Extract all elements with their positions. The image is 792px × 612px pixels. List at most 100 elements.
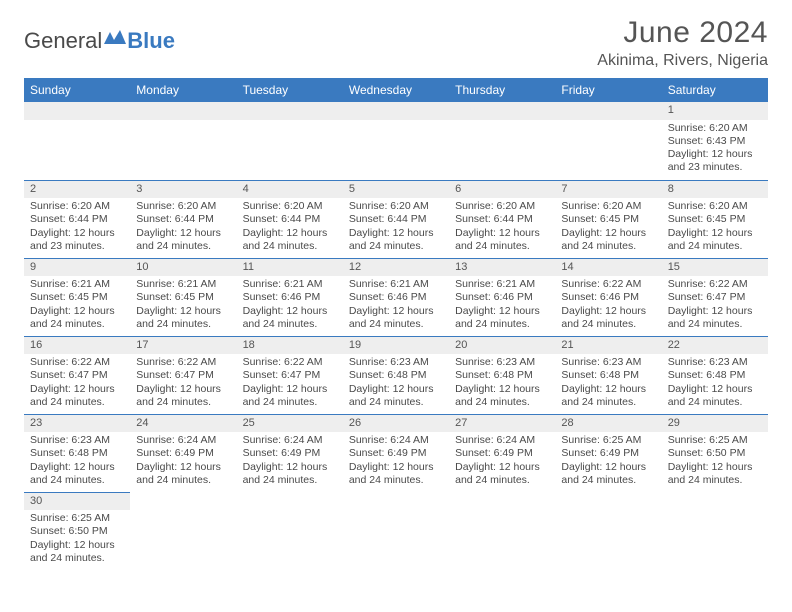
day-number: 18 bbox=[237, 337, 343, 355]
daylight-text-2: and 24 minutes. bbox=[30, 474, 124, 487]
day-number: 1 bbox=[662, 102, 768, 120]
sunrise-text: Sunrise: 6:20 AM bbox=[136, 200, 230, 213]
daylight-text-2: and 24 minutes. bbox=[561, 240, 655, 253]
day-number: 14 bbox=[555, 259, 661, 277]
day-number-strip bbox=[555, 102, 661, 120]
sunrise-text: Sunrise: 6:22 AM bbox=[243, 356, 337, 369]
daylight-text-1: Daylight: 12 hours bbox=[136, 227, 230, 240]
sunset-text: Sunset: 6:45 PM bbox=[136, 291, 230, 304]
day-number-strip bbox=[237, 102, 343, 120]
day-number: 2 bbox=[24, 181, 130, 199]
day-number: 26 bbox=[343, 415, 449, 433]
day-number: 17 bbox=[130, 337, 236, 355]
day-number-strip bbox=[343, 102, 449, 120]
daylight-text-2: and 24 minutes. bbox=[243, 318, 337, 331]
day-details: Sunrise: 6:21 AMSunset: 6:45 PMDaylight:… bbox=[24, 276, 130, 335]
day-number: 23 bbox=[24, 415, 130, 433]
day-number: 8 bbox=[662, 181, 768, 199]
sunrise-text: Sunrise: 6:20 AM bbox=[349, 200, 443, 213]
sunrise-text: Sunrise: 6:24 AM bbox=[349, 434, 443, 447]
daylight-text-2: and 24 minutes. bbox=[136, 396, 230, 409]
calendar-week-row: 16Sunrise: 6:22 AMSunset: 6:47 PMDayligh… bbox=[24, 336, 768, 414]
daylight-text-1: Daylight: 12 hours bbox=[136, 305, 230, 318]
sunrise-text: Sunrise: 6:20 AM bbox=[668, 122, 762, 135]
sunset-text: Sunset: 6:45 PM bbox=[561, 213, 655, 226]
calendar-cell bbox=[555, 102, 661, 180]
sunset-text: Sunset: 6:50 PM bbox=[30, 525, 124, 538]
day-number: 15 bbox=[662, 259, 768, 277]
day-details: Sunrise: 6:22 AMSunset: 6:47 PMDaylight:… bbox=[24, 354, 130, 413]
day-number: 9 bbox=[24, 259, 130, 277]
daylight-text-2: and 24 minutes. bbox=[30, 318, 124, 331]
calendar-cell: 14Sunrise: 6:22 AMSunset: 6:46 PMDayligh… bbox=[555, 258, 661, 336]
day-details: Sunrise: 6:24 AMSunset: 6:49 PMDaylight:… bbox=[343, 432, 449, 491]
daylight-text-1: Daylight: 12 hours bbox=[243, 305, 337, 318]
day-details: Sunrise: 6:21 AMSunset: 6:46 PMDaylight:… bbox=[449, 276, 555, 335]
sunrise-text: Sunrise: 6:20 AM bbox=[668, 200, 762, 213]
daylight-text-1: Daylight: 12 hours bbox=[561, 383, 655, 396]
calendar-cell: 8Sunrise: 6:20 AMSunset: 6:45 PMDaylight… bbox=[662, 180, 768, 258]
sunset-text: Sunset: 6:49 PM bbox=[349, 447, 443, 460]
day-number: 21 bbox=[555, 337, 661, 355]
daylight-text-2: and 24 minutes. bbox=[136, 240, 230, 253]
sunset-text: Sunset: 6:44 PM bbox=[455, 213, 549, 226]
sunrise-text: Sunrise: 6:21 AM bbox=[243, 278, 337, 291]
daylight-text-2: and 24 minutes. bbox=[455, 396, 549, 409]
daylight-text-1: Daylight: 12 hours bbox=[243, 461, 337, 474]
calendar-cell bbox=[130, 102, 236, 180]
daylight-text-2: and 24 minutes. bbox=[561, 396, 655, 409]
day-number: 12 bbox=[343, 259, 449, 277]
calendar-cell bbox=[662, 492, 768, 570]
sunrise-text: Sunrise: 6:22 AM bbox=[561, 278, 655, 291]
calendar-cell: 13Sunrise: 6:21 AMSunset: 6:46 PMDayligh… bbox=[449, 258, 555, 336]
sunset-text: Sunset: 6:48 PM bbox=[30, 447, 124, 460]
day-number: 13 bbox=[449, 259, 555, 277]
daylight-text-2: and 24 minutes. bbox=[668, 396, 762, 409]
sunrise-text: Sunrise: 6:20 AM bbox=[243, 200, 337, 213]
sunset-text: Sunset: 6:48 PM bbox=[455, 369, 549, 382]
daylight-text-1: Daylight: 12 hours bbox=[349, 227, 443, 240]
day-number-strip bbox=[130, 102, 236, 120]
calendar-cell bbox=[343, 102, 449, 180]
calendar-cell bbox=[24, 102, 130, 180]
calendar-cell: 22Sunrise: 6:23 AMSunset: 6:48 PMDayligh… bbox=[662, 336, 768, 414]
daylight-text-2: and 24 minutes. bbox=[455, 474, 549, 487]
calendar-cell: 2Sunrise: 6:20 AMSunset: 6:44 PMDaylight… bbox=[24, 180, 130, 258]
day-header-row: Sunday Monday Tuesday Wednesday Thursday… bbox=[24, 78, 768, 102]
day-details: Sunrise: 6:23 AMSunset: 6:48 PMDaylight:… bbox=[343, 354, 449, 413]
calendar-week-row: 2Sunrise: 6:20 AMSunset: 6:44 PMDaylight… bbox=[24, 180, 768, 258]
day-details: Sunrise: 6:20 AMSunset: 6:43 PMDaylight:… bbox=[662, 120, 768, 179]
logo-text-2: Blue bbox=[127, 28, 175, 54]
daylight-text-2: and 23 minutes. bbox=[30, 240, 124, 253]
daylight-text-1: Daylight: 12 hours bbox=[30, 383, 124, 396]
sunrise-text: Sunrise: 6:24 AM bbox=[455, 434, 549, 447]
sunrise-text: Sunrise: 6:21 AM bbox=[349, 278, 443, 291]
day-details: Sunrise: 6:20 AMSunset: 6:44 PMDaylight:… bbox=[449, 198, 555, 257]
calendar-week-row: 30Sunrise: 6:25 AMSunset: 6:50 PMDayligh… bbox=[24, 492, 768, 570]
calendar-cell: 18Sunrise: 6:22 AMSunset: 6:47 PMDayligh… bbox=[237, 336, 343, 414]
sunset-text: Sunset: 6:47 PM bbox=[668, 291, 762, 304]
day-details: Sunrise: 6:22 AMSunset: 6:46 PMDaylight:… bbox=[555, 276, 661, 335]
title-block: June 2024 Akinima, Rivers, Nigeria bbox=[597, 16, 768, 70]
sunrise-text: Sunrise: 6:23 AM bbox=[30, 434, 124, 447]
sunset-text: Sunset: 6:46 PM bbox=[455, 291, 549, 304]
day-number: 6 bbox=[449, 181, 555, 199]
calendar-cell: 11Sunrise: 6:21 AMSunset: 6:46 PMDayligh… bbox=[237, 258, 343, 336]
daylight-text-1: Daylight: 12 hours bbox=[30, 461, 124, 474]
sunrise-text: Sunrise: 6:22 AM bbox=[136, 356, 230, 369]
daylight-text-1: Daylight: 12 hours bbox=[455, 305, 549, 318]
daylight-text-1: Daylight: 12 hours bbox=[561, 461, 655, 474]
day-number-strip bbox=[449, 102, 555, 120]
calendar-cell: 23Sunrise: 6:23 AMSunset: 6:48 PMDayligh… bbox=[24, 414, 130, 492]
calendar-cell: 25Sunrise: 6:24 AMSunset: 6:49 PMDayligh… bbox=[237, 414, 343, 492]
calendar-cell bbox=[343, 492, 449, 570]
sunset-text: Sunset: 6:44 PM bbox=[136, 213, 230, 226]
daylight-text-2: and 24 minutes. bbox=[455, 240, 549, 253]
calendar-cell: 4Sunrise: 6:20 AMSunset: 6:44 PMDaylight… bbox=[237, 180, 343, 258]
day-header: Monday bbox=[130, 78, 236, 102]
calendar-cell: 24Sunrise: 6:24 AMSunset: 6:49 PMDayligh… bbox=[130, 414, 236, 492]
daylight-text-2: and 23 minutes. bbox=[668, 161, 762, 174]
sunrise-text: Sunrise: 6:20 AM bbox=[30, 200, 124, 213]
daylight-text-1: Daylight: 12 hours bbox=[668, 227, 762, 240]
day-number: 5 bbox=[343, 181, 449, 199]
